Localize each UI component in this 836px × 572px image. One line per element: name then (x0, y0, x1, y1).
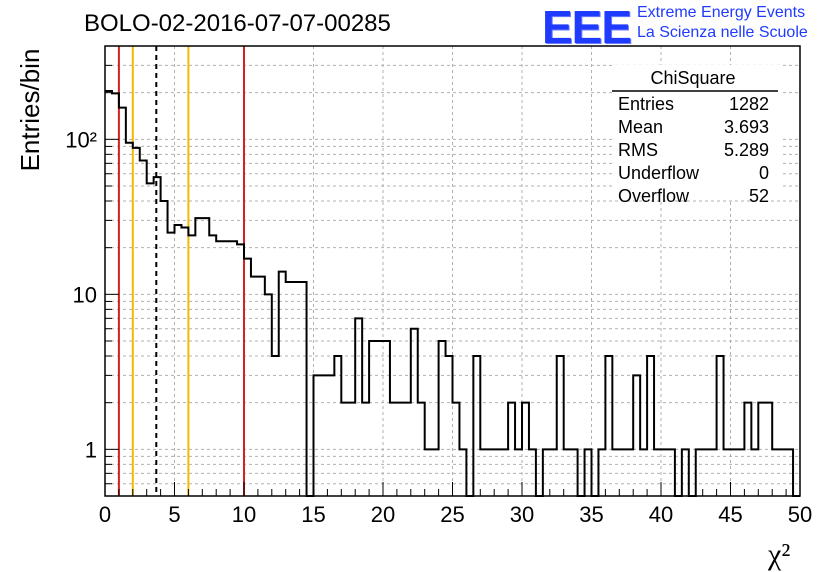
stats-row-label: Overflow (618, 186, 690, 206)
stats-box-frame (612, 65, 780, 200)
x-tick-label: 5 (168, 502, 180, 527)
stats-row-label: Mean (618, 117, 663, 137)
stats-row-label: Underflow (618, 163, 700, 183)
x-tick-label: 0 (99, 502, 111, 527)
histogram-outline (105, 89, 800, 497)
stats-row-value: 0 (759, 163, 769, 183)
stats-row-value: 1282 (729, 94, 769, 114)
vertical-lines (117, 46, 245, 496)
x-tick-label: 25 (440, 502, 464, 527)
y-tick-label: 10² (65, 127, 97, 152)
y-tick-label: 10 (73, 282, 97, 307)
x-tick-label: 10 (232, 502, 256, 527)
run-title: BOLO-02-2016-07-07-00285 (84, 10, 391, 37)
x-tick-label: 45 (718, 502, 742, 527)
x-tick-label: 35 (579, 502, 603, 527)
x-tick-label: 15 (301, 502, 325, 527)
stats-rows: Entries 1282 Mean 3.693 RMS 5.289 Underflow 0 Ov… (618, 94, 769, 206)
stats-title: ChiSquare (650, 68, 735, 88)
x-tick-label: 40 (649, 502, 673, 527)
x-axis-label: χ² (768, 538, 791, 571)
stats-box: ChiSquare Entries 1282 Mean 3.693 RMS 5.289 Un… (612, 65, 780, 206)
logo-line-1: Extreme Energy Events (637, 4, 806, 21)
stats-row-label: RMS (618, 140, 658, 160)
stats-row-value: 3.693 (724, 117, 769, 137)
x-tick-label: 20 (371, 502, 395, 527)
y-tick-label: 1 (85, 437, 97, 462)
logo-line-2: La Scienza nelle Scuole (637, 24, 808, 41)
grid-layer (105, 45, 800, 497)
stats-row-value: 5.289 (724, 140, 769, 160)
stats-row-value: 52 (749, 186, 769, 206)
x-tick-label: 30 (510, 502, 534, 527)
x-tick-label: 50 (788, 502, 812, 527)
eee-logo-mark: EEE (542, 1, 632, 53)
y-axis-label: Entries/bin (15, 48, 45, 172)
stats-row-label: Entries (618, 94, 674, 114)
axis-ticks: 0 5 10 15 20 25 30 35 40 45 50 1 10 10² (65, 45, 812, 527)
